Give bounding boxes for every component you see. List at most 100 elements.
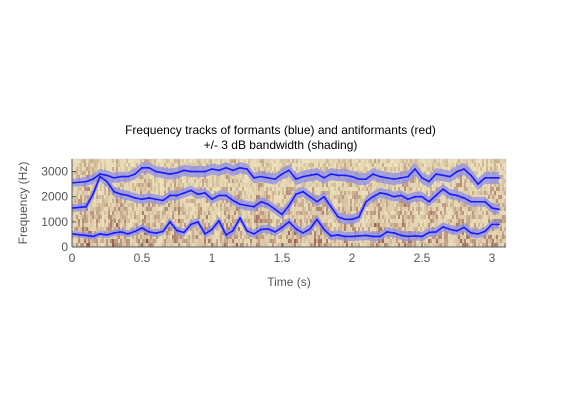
spectrogram-cell — [256, 167, 258, 171]
spectrogram-cell — [324, 167, 326, 171]
spectrogram-cell — [460, 187, 462, 191]
spectrogram-cell — [446, 219, 448, 223]
spectrogram-cell — [376, 211, 378, 215]
formant-point — [316, 218, 318, 221]
spectrogram-cell — [194, 207, 196, 211]
spectrogram-cell — [446, 235, 448, 239]
spectrogram-cell — [164, 179, 166, 183]
spectrogram-cell — [444, 159, 446, 163]
spectrogram-cell — [106, 159, 108, 163]
spectrogram-cell — [346, 239, 348, 243]
spectrogram-cell — [180, 183, 182, 187]
spectrogram-cell — [370, 243, 372, 247]
spectrogram-cell — [502, 223, 504, 227]
spectrogram-cell — [208, 223, 210, 227]
spectrogram-cell — [348, 207, 350, 211]
spectrogram-cell — [118, 243, 120, 247]
spectrogram-cell — [218, 175, 220, 179]
spectrogram-cell — [158, 243, 160, 247]
spectrogram-cell — [388, 239, 390, 243]
spectrogram-cell — [96, 239, 98, 243]
spectrogram-cell — [152, 191, 154, 195]
formant-point — [267, 176, 269, 179]
spectrogram-cell — [284, 179, 286, 183]
spectrogram-cell — [220, 199, 222, 203]
spectrogram-cell — [230, 207, 232, 211]
spectrogram-cell — [104, 223, 106, 227]
spectrogram-cell — [92, 243, 94, 247]
spectrogram-cell — [144, 239, 146, 243]
spectrogram-cell — [392, 215, 394, 219]
spectrogram-cell — [290, 215, 292, 219]
spectrogram-cell — [338, 227, 340, 231]
spectrogram-cell — [336, 191, 338, 195]
spectrogram-cell — [416, 223, 418, 227]
spectrogram-cell — [418, 243, 420, 247]
spectrogram-cell — [280, 235, 282, 239]
spectrogram-cell — [504, 231, 506, 235]
spectrogram-cell — [254, 183, 256, 187]
spectrogram-cell — [358, 227, 360, 231]
spectrogram-cell — [138, 243, 140, 247]
spectrogram-cell — [420, 159, 422, 163]
spectrogram-cell — [214, 179, 216, 183]
spectrogram-cell — [254, 243, 256, 247]
spectrogram-cell — [462, 231, 464, 235]
spectrogram-cell — [114, 239, 116, 243]
spectrogram-cell — [270, 243, 272, 247]
spectrogram-cell — [184, 203, 186, 207]
spectrogram-cell — [438, 183, 440, 187]
spectrogram-cell — [228, 183, 230, 187]
spectrogram-cell — [242, 215, 244, 219]
spectrogram-cell — [504, 163, 506, 167]
spectrogram-cell — [264, 235, 266, 239]
spectrogram-cell — [90, 191, 92, 195]
spectrogram-cell — [152, 159, 154, 163]
spectrogram-cell — [298, 163, 300, 167]
spectrogram-cell — [254, 187, 256, 191]
spectrogram-cell — [372, 163, 374, 167]
spectrogram-cell — [232, 175, 234, 179]
spectrogram-cell — [270, 195, 272, 199]
spectrogram-cell — [326, 167, 328, 171]
spectrogram-cell — [276, 191, 278, 195]
spectrogram-cell — [438, 219, 440, 223]
spectrogram-cell — [196, 159, 198, 163]
spectrogram-cell — [198, 187, 200, 191]
spectrogram-cell — [372, 211, 374, 215]
spectrogram-cell — [374, 179, 376, 183]
spectrogram-cell — [326, 187, 328, 191]
spectrogram-cell — [504, 207, 506, 211]
spectrogram-cell — [170, 183, 172, 187]
spectrogram-cell — [384, 243, 386, 247]
spectrogram-cell — [88, 239, 90, 243]
spectrogram-cell — [174, 207, 176, 211]
spectrogram-cell — [170, 159, 172, 163]
spectrogram-cell — [88, 187, 90, 191]
spectrogram-cell — [462, 179, 464, 183]
spectrogram-cell — [420, 219, 422, 223]
spectrogram-cell — [418, 207, 420, 211]
spectrogram-cell — [464, 239, 466, 243]
spectrogram-cell — [192, 199, 194, 203]
spectrogram-cell — [172, 243, 174, 247]
spectrogram-cell — [264, 219, 266, 223]
spectrogram-cell — [90, 163, 92, 167]
spectrogram-cell — [80, 159, 82, 163]
spectrogram-cell — [496, 231, 498, 235]
spectrogram-cell — [254, 163, 256, 167]
spectrogram-cell — [96, 199, 98, 203]
spectrogram-cell — [180, 215, 182, 219]
spectrogram-cell — [116, 203, 118, 207]
spectrogram-cell — [138, 175, 140, 179]
spectrogram-cell — [292, 163, 294, 167]
spectrogram-cell — [296, 167, 298, 171]
spectrogram-cell — [438, 203, 440, 207]
spectrogram-cell — [268, 211, 270, 215]
formant-point — [463, 226, 465, 229]
spectrogram-cell — [500, 235, 502, 239]
spectrogram-cell — [246, 159, 248, 163]
spectrogram-cell — [432, 223, 434, 227]
spectrogram-cell — [398, 223, 400, 227]
